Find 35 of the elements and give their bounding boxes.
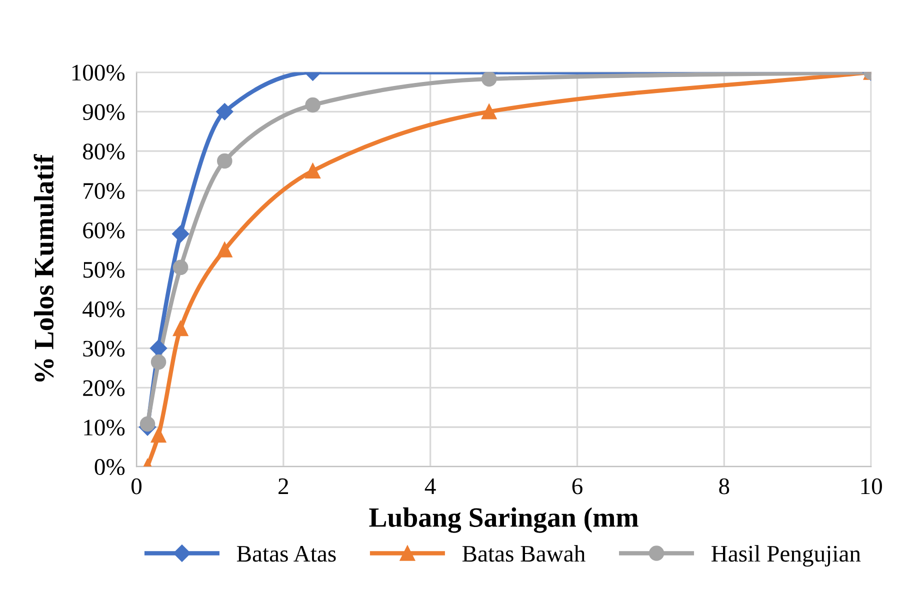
- x-axis-title: Lubang Saringan (mm: [369, 507, 638, 533]
- y-tick-label: 50%: [83, 262, 125, 278]
- y-axis-title: % Lolos Kumulatif: [34, 154, 54, 382]
- point: [305, 97, 320, 113]
- y-tick-label: 30%: [83, 340, 125, 357]
- point: [172, 320, 188, 336]
- point: [305, 163, 320, 178]
- point: [140, 416, 156, 432]
- legend-label: Batas Atas: [236, 546, 336, 562]
- point: [217, 153, 232, 169]
- y-tick-label: 60%: [83, 222, 125, 238]
- point: [481, 104, 497, 120]
- point: [150, 340, 168, 357]
- y-tick-label: 40%: [82, 301, 125, 318]
- x-tick-label: 2: [278, 478, 288, 494]
- y-tick-label: 70%: [84, 183, 125, 200]
- y-tick-label: 20%: [83, 380, 125, 396]
- y-tick-label: 0%: [94, 459, 125, 476]
- x-tick-label: 6: [572, 478, 582, 494]
- x-tick-label: 10: [861, 478, 882, 494]
- point: [150, 354, 166, 370]
- x-tick-label: 8: [719, 478, 730, 494]
- x-tick-label: 0: [131, 478, 142, 494]
- point: [150, 427, 166, 443]
- y-tick-label: 90%: [82, 104, 125, 120]
- point: [172, 260, 188, 276]
- legend-label: Hasil Pengujian: [712, 545, 861, 567]
- point: [172, 225, 190, 242]
- y-tick-label: 10%: [84, 420, 125, 436]
- y-tick-label: 100%: [72, 64, 125, 81]
- x-tick-label: 4: [424, 478, 436, 494]
- point: [217, 242, 232, 258]
- point: [216, 103, 234, 120]
- y-tick-label: 80%: [83, 144, 125, 160]
- legend-label: Batas Bawah: [462, 545, 586, 562]
